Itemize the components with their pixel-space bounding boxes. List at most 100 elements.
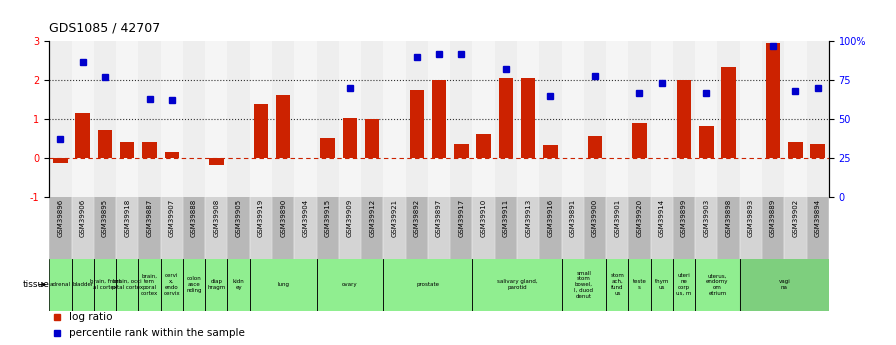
Bar: [294, 197, 316, 259]
Bar: [160, 41, 183, 197]
Bar: [432, 80, 446, 158]
Text: GSM39906: GSM39906: [80, 198, 86, 237]
Bar: [120, 141, 134, 158]
Bar: [472, 259, 562, 310]
Bar: [316, 41, 339, 197]
Bar: [543, 145, 557, 158]
Text: GSM39901: GSM39901: [615, 198, 620, 237]
Bar: [94, 197, 116, 259]
Text: vagi
na: vagi na: [779, 279, 790, 290]
Bar: [383, 259, 472, 310]
Bar: [695, 41, 718, 197]
Bar: [228, 259, 250, 310]
Bar: [138, 259, 160, 310]
Text: GSM39890: GSM39890: [280, 198, 286, 237]
Bar: [250, 197, 272, 259]
Text: GSM39897: GSM39897: [436, 198, 442, 237]
Bar: [588, 137, 602, 158]
Bar: [650, 259, 673, 310]
Bar: [205, 41, 228, 197]
Bar: [628, 259, 650, 310]
Bar: [383, 41, 406, 197]
Text: stom
ach,
fund
us: stom ach, fund us: [610, 274, 625, 296]
Bar: [209, 158, 224, 165]
Bar: [695, 259, 740, 310]
Bar: [116, 41, 138, 197]
Bar: [361, 197, 383, 259]
Bar: [75, 113, 90, 158]
Text: prostate: prostate: [417, 282, 439, 287]
Text: GSM39905: GSM39905: [236, 198, 242, 237]
Bar: [477, 134, 491, 158]
Bar: [72, 259, 94, 310]
Text: kidn
ey: kidn ey: [233, 279, 245, 290]
Bar: [254, 104, 268, 158]
Bar: [428, 41, 450, 197]
Text: GSM39909: GSM39909: [347, 198, 353, 237]
Text: uterus,
endomy
om
etrium: uterus, endomy om etrium: [706, 274, 728, 296]
Text: teste
s: teste s: [633, 279, 646, 290]
Text: GDS1085 / 42707: GDS1085 / 42707: [49, 21, 160, 34]
Text: GSM39907: GSM39907: [168, 198, 175, 237]
Bar: [250, 259, 316, 310]
Bar: [165, 152, 179, 158]
Bar: [205, 259, 228, 310]
Bar: [788, 141, 803, 158]
Bar: [250, 41, 272, 197]
Text: small
stom
bowel,
I, duod
denut: small stom bowel, I, duod denut: [574, 270, 593, 299]
Bar: [98, 130, 112, 158]
Text: GSM39912: GSM39912: [369, 198, 375, 237]
Bar: [228, 197, 250, 259]
Text: tissue: tissue: [23, 280, 49, 289]
Bar: [183, 197, 205, 259]
Text: GSM39915: GSM39915: [324, 198, 331, 237]
Bar: [606, 259, 628, 310]
Text: GSM39891: GSM39891: [570, 198, 575, 237]
Bar: [762, 41, 784, 197]
Bar: [699, 126, 713, 158]
Bar: [562, 197, 584, 259]
Bar: [628, 197, 650, 259]
Text: GSM39918: GSM39918: [125, 198, 130, 237]
Text: GSM39889: GSM39889: [771, 198, 776, 237]
Bar: [205, 197, 228, 259]
Bar: [450, 41, 472, 197]
Text: adrenal: adrenal: [50, 282, 71, 287]
Text: GSM39894: GSM39894: [814, 198, 821, 237]
Bar: [784, 41, 806, 197]
Text: GSM39899: GSM39899: [681, 198, 687, 237]
Text: log ratio: log ratio: [69, 313, 112, 322]
Bar: [695, 197, 718, 259]
Text: GSM39887: GSM39887: [147, 198, 152, 237]
Bar: [365, 119, 380, 158]
Bar: [72, 197, 94, 259]
Bar: [94, 41, 116, 197]
Bar: [562, 259, 606, 310]
Text: GSM39917: GSM39917: [459, 198, 464, 237]
Bar: [450, 197, 472, 259]
Bar: [49, 197, 72, 259]
Bar: [676, 80, 692, 158]
Text: GSM39892: GSM39892: [414, 198, 419, 237]
Text: diap
hragm: diap hragm: [207, 279, 226, 290]
Text: GSM39896: GSM39896: [57, 198, 64, 237]
Text: ovary: ovary: [342, 282, 358, 287]
Text: cervi
x,
endo
cervix: cervi x, endo cervix: [163, 274, 180, 296]
Text: GSM39908: GSM39908: [213, 198, 220, 237]
Bar: [339, 41, 361, 197]
Bar: [406, 197, 428, 259]
Text: GSM39900: GSM39900: [592, 198, 598, 237]
Text: GSM39914: GSM39914: [659, 198, 665, 237]
Bar: [495, 197, 517, 259]
Bar: [183, 259, 205, 310]
Bar: [383, 197, 406, 259]
Bar: [740, 41, 762, 197]
Bar: [316, 259, 383, 310]
Bar: [138, 41, 160, 197]
Bar: [521, 78, 536, 158]
Bar: [673, 197, 695, 259]
Bar: [49, 259, 72, 310]
Text: brain, occi
pital cortex: brain, occi pital cortex: [112, 279, 142, 290]
Bar: [339, 197, 361, 259]
Bar: [721, 67, 736, 158]
